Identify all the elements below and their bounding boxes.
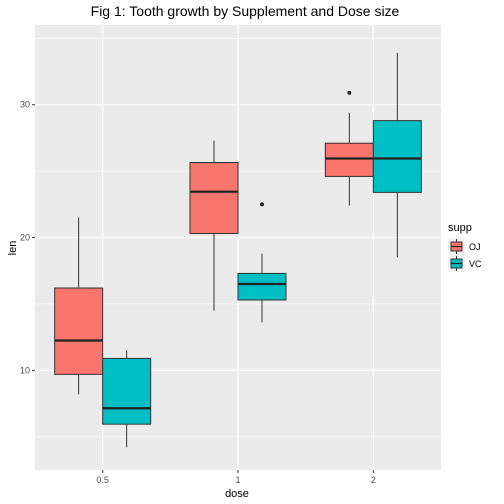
iqr-box [372,120,422,193]
box-oj-2 [324,90,374,206]
box-layer [54,52,422,448]
y-tick-label: 30 [20,100,30,110]
iqr-box [324,142,374,177]
y-tick-label: 20 [20,233,30,243]
box-vc-1 [237,202,287,323]
y-tick-label: 10 [20,365,30,375]
outlier-point [347,90,352,95]
x-tick-label: 0.5 [96,475,109,485]
x-tick-label: 2 [371,475,376,485]
legend-label: VC [469,259,482,269]
legend: supp OJ VC [448,222,482,272]
iqr-box [102,357,152,425]
iqr-box [189,161,239,235]
y-axis-title: len [7,241,19,256]
box-vc-2 [372,52,422,258]
iqr-box [237,272,287,301]
x-tick-label: 1 [235,475,240,485]
axis-layer: 10 20 30 0.5 1 2 [20,100,376,485]
box-vc-0.5 [102,350,152,448]
legend-label: OJ [469,242,481,252]
legend-item-vc: VC [448,255,482,272]
chart-title: Fig 1: Tooth growth by Supplement and Do… [91,3,400,19]
box-oj-0.5 [54,217,104,395]
outlier-point [260,202,264,207]
iqr-box [54,287,104,375]
box-oj-1 [189,140,239,311]
legend-item-oj: OJ [448,238,481,255]
x-axis-title: dose [225,488,249,500]
legend-title: supp [448,222,472,234]
